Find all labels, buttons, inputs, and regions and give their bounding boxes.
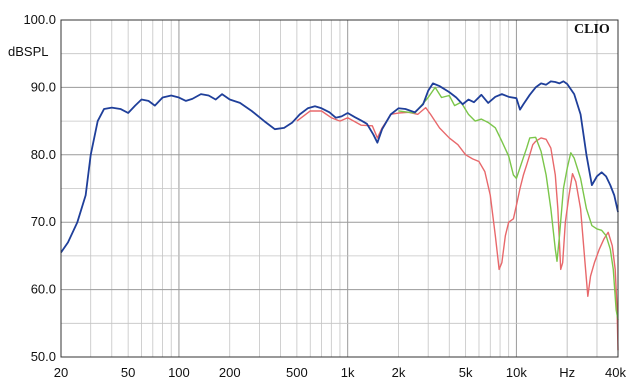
tick-labels: 50.0 60.0 70.0 80.0 90.0 100.0 20 50 100 200 500 1k…: [23, 12, 626, 380]
y-tick-label: 60.0: [31, 282, 56, 297]
brand-label: CLIO: [574, 22, 610, 37]
x-tick-label: 2k: [392, 365, 406, 380]
x-tick-label: 5k: [459, 365, 473, 380]
series-line-1: [398, 86, 619, 321]
x-tick-label: 200: [219, 365, 241, 380]
y-tick-label: 80.0: [31, 147, 56, 162]
y-axis-unit-label: dBSPL: [8, 44, 48, 59]
y-tick-label: 50.0: [31, 349, 56, 364]
x-tick-label: 500: [286, 365, 308, 380]
x-tick-label: 100: [168, 365, 190, 380]
plot-frame: [60, 19, 619, 358]
y-tick-label: 100.0: [23, 12, 56, 27]
x-tick-label: 10k: [506, 365, 527, 380]
x-tick-label: 20: [54, 365, 68, 380]
series-line-0: [60, 80, 619, 254]
y-tick-label: 70.0: [31, 214, 56, 229]
y-tick-label: 90.0: [31, 79, 56, 94]
x-tick-label: 1k: [341, 365, 355, 380]
x-tick-label: 50: [121, 365, 135, 380]
series-lines: [60, 80, 619, 351]
x-tick-label: 40k: [605, 365, 626, 380]
x-tick-label: Hz: [559, 365, 575, 380]
